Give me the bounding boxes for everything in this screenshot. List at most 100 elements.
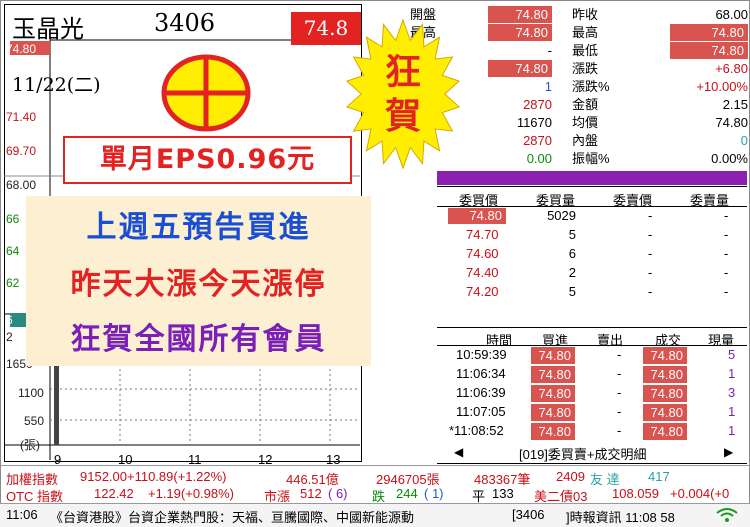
quote-value: 74.80 bbox=[488, 6, 552, 23]
ask-price: - bbox=[648, 284, 653, 299]
bid-price: 74.20 bbox=[466, 284, 499, 299]
announcement-line: 上週五預告買進 bbox=[86, 210, 311, 245]
bid-qty: 5 bbox=[568, 284, 576, 299]
scroll-left-arrow-icon[interactable]: ◀ bbox=[454, 445, 464, 459]
taiex-down: 417 bbox=[648, 469, 670, 484]
volume-tick: (張) bbox=[20, 438, 40, 452]
scroll-right-arrow-icon[interactable]: ▶ bbox=[724, 445, 734, 459]
bid-price: 74.40 bbox=[466, 265, 499, 280]
quote-value: 74.80 bbox=[670, 42, 748, 59]
quote-label: 開盤 bbox=[410, 7, 437, 22]
trade-deal: 74.80 bbox=[643, 404, 687, 421]
trade-deal: 74.80 bbox=[643, 366, 687, 383]
target-emblem-icon bbox=[161, 54, 251, 132]
bond-change: +0.004(+0 bbox=[670, 486, 730, 501]
otc-change: +1.19(+0.98%) bbox=[148, 486, 235, 501]
trades-header: 成交 bbox=[655, 333, 682, 348]
trades-header: 賣出 bbox=[597, 333, 624, 348]
section-divider-bar bbox=[437, 171, 747, 185]
ask-qty: - bbox=[724, 227, 729, 242]
orderbook-header: 委賣價 bbox=[613, 193, 653, 208]
orderbook-panel bbox=[437, 186, 747, 327]
bid-price: 74.60 bbox=[466, 246, 499, 261]
orderbook-header: 委買量 bbox=[536, 193, 576, 208]
trade-deal: 74.80 bbox=[643, 423, 687, 440]
ask-price: - bbox=[648, 246, 653, 261]
trades-header: 現量 bbox=[708, 333, 735, 348]
ask-price: - bbox=[648, 208, 653, 223]
orderbook-detail-button[interactable]: [019]委買賣+成交明細 bbox=[519, 447, 647, 462]
x-tick: 12 bbox=[258, 452, 273, 467]
market-divider bbox=[0, 465, 750, 466]
otc-fall-label: 跌 bbox=[372, 489, 386, 504]
taiex-amount: 446.51億 bbox=[286, 472, 339, 487]
bid-qty: 5 bbox=[568, 227, 576, 242]
quote-value: 11670 bbox=[516, 115, 552, 130]
volume-tick: 550 bbox=[24, 414, 45, 428]
bid-qty: 6 bbox=[568, 246, 576, 261]
quote-label: 最低 bbox=[572, 43, 599, 58]
announcement-line: 昨天大漲今天漲停 bbox=[70, 267, 327, 302]
trade-qty: 3 bbox=[728, 385, 736, 400]
trade-buy: 74.80 bbox=[531, 366, 575, 383]
quote-label: 最高 bbox=[572, 25, 599, 40]
trades-header: 時間 bbox=[486, 333, 513, 348]
x-tick: 11 bbox=[188, 452, 202, 467]
otc-up: 512 bbox=[300, 486, 322, 501]
otc-flat: 133 bbox=[492, 486, 514, 501]
bid-qty: 5029 bbox=[547, 208, 576, 223]
price-tick: 74.80 bbox=[6, 42, 37, 56]
trade-buy: 74.80 bbox=[531, 404, 575, 421]
taiex-trades: 483367筆 bbox=[474, 472, 531, 487]
otc-value: 122.42 bbox=[94, 486, 134, 501]
quote-value: 74.80 bbox=[670, 24, 748, 41]
quote-value: 1 bbox=[544, 79, 552, 94]
otc-flat-label: 平 bbox=[472, 489, 486, 504]
quote-value: +10.00% bbox=[696, 79, 748, 94]
quote-label: 漲跌% bbox=[572, 79, 610, 94]
ask-price: - bbox=[648, 227, 653, 242]
trade-time: 11:06:34 bbox=[456, 366, 506, 381]
trade-sell: - bbox=[617, 385, 622, 400]
quote-label: 金額 bbox=[572, 97, 599, 112]
taiex-label: 加權指數 bbox=[6, 472, 59, 487]
status-time: 11:06 bbox=[6, 507, 38, 522]
price-tick: 68.00 bbox=[6, 178, 37, 192]
bond-label: 美二債03 bbox=[534, 489, 588, 504]
trade-qty: 1 bbox=[728, 366, 736, 381]
volume-bar bbox=[54, 326, 59, 445]
trades-header-line bbox=[437, 345, 747, 346]
otc-up-limit: ( 6) bbox=[328, 486, 348, 501]
trade-time: 10:59:39 bbox=[456, 347, 507, 362]
orderbook-header-line bbox=[437, 206, 747, 207]
price-tick: 71.40 bbox=[6, 110, 37, 124]
ask-qty: - bbox=[724, 284, 729, 299]
taiex-value: 9152.00+110.89(+1.22%) bbox=[80, 469, 227, 484]
celebration-star-icon: 狂 賀 bbox=[345, 18, 461, 170]
trade-sell: - bbox=[617, 347, 622, 362]
x-tick: 9 bbox=[54, 452, 62, 467]
bond-value: 108.059 bbox=[612, 486, 659, 501]
quote-label: 漲跌 bbox=[572, 61, 599, 76]
taiex-volume: 2946705張 bbox=[376, 472, 440, 487]
trades-panel bbox=[437, 327, 747, 464]
trade-time: *11:08:52 bbox=[449, 423, 504, 438]
trade-time: 11:07:05 bbox=[456, 404, 506, 419]
trades-header: 買進 bbox=[542, 333, 569, 348]
status-bar bbox=[0, 503, 750, 527]
x-tick: 10 bbox=[118, 452, 133, 467]
quote-label: 均價 bbox=[572, 115, 599, 130]
star-text-1: 狂 bbox=[385, 52, 421, 93]
status-source: ]時報資訊 11:08 58 bbox=[566, 510, 675, 525]
quote-label: 昨收 bbox=[572, 7, 599, 22]
orderbook-header: 委買價 bbox=[459, 193, 499, 208]
bid-qty: 2 bbox=[568, 265, 576, 280]
news-ticker[interactable]: 《台資港股》台資企業熱門股：天福、亘騰國際、中國新能源動 bbox=[50, 510, 415, 525]
announcement-box: 上週五預告買進 昨天大漲今天漲停 狂賀全國所有會員 bbox=[26, 196, 371, 366]
quote-value: 0.00 bbox=[526, 151, 552, 166]
trade-sell: - bbox=[617, 366, 622, 381]
ask-qty: - bbox=[724, 208, 729, 223]
quote-value: +6.80 bbox=[715, 61, 748, 76]
quote-value: 74.80 bbox=[488, 60, 552, 77]
trade-sell: - bbox=[617, 404, 622, 419]
